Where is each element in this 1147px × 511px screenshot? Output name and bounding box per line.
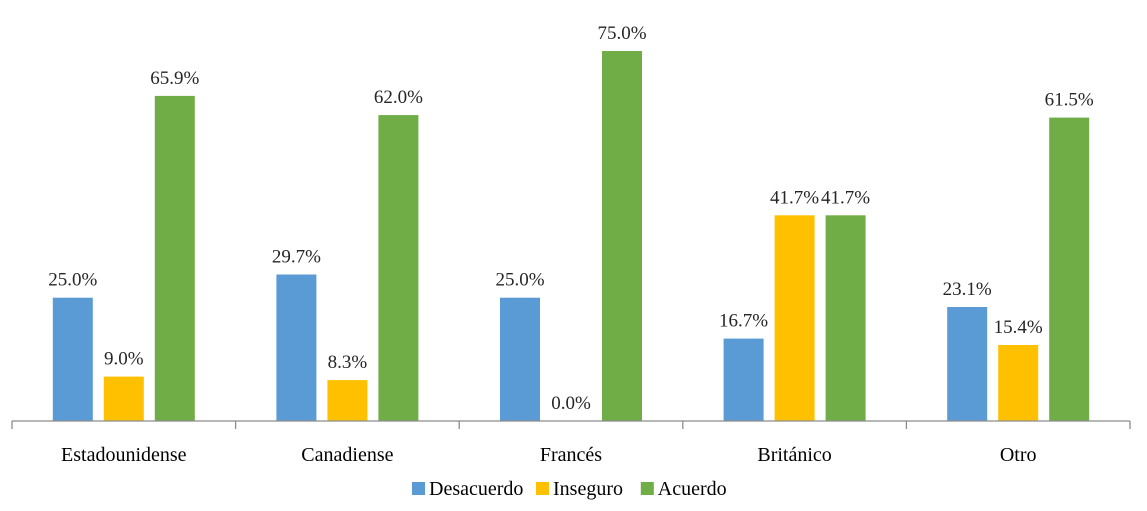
data-label-canadiense-inseguro: 8.3% <box>328 352 368 373</box>
bar-estadounidense-desacuerdo <box>52 297 93 421</box>
data-label-britanico-inseguro: 41.7% <box>770 187 819 208</box>
data-label-frances-desacuerdo: 25.0% <box>495 270 544 291</box>
data-label-otro-acuerdo: 61.5% <box>1045 90 1094 111</box>
bars-layer <box>52 51 1090 422</box>
data-label-canadiense-desacuerdo: 29.7% <box>272 247 321 268</box>
x-tick-label-canadiense: Canadiense <box>301 444 393 466</box>
data-label-britanico-acuerdo: 41.7% <box>821 187 870 208</box>
x-axis: Estadounidense Canadiense Francés Británico… <box>11 420 1131 466</box>
bar-frances-acuerdo <box>602 51 642 421</box>
bar-britanico-acuerdo <box>825 215 866 421</box>
bar-frances-desacuerdo <box>500 297 540 421</box>
legend-swatch-inseguro <box>536 482 549 495</box>
x-tick-label-otro: Otro <box>1000 444 1037 466</box>
legend-label-inseguro: Inseguro <box>553 478 623 500</box>
bar-estadounidense-inseguro <box>103 376 144 421</box>
data-label-canadiense-acuerdo: 62.0% <box>374 87 423 108</box>
bar-canadiense-desacuerdo <box>276 274 317 421</box>
legend-label-desacuerdo: Desacuerdo <box>429 478 523 500</box>
data-labels-layer: 25.0% 9.0% 65.9% 29.7% 8.3% 62.0% 25.0% 0.0% 75.… <box>48 23 1094 414</box>
x-tick-label-frances: Francés <box>540 444 602 466</box>
bar-britanico-desacuerdo <box>723 338 764 421</box>
legend-swatch-desacuerdo <box>412 482 425 495</box>
x-tick-label-estadounidense: Estadounidense <box>61 444 187 466</box>
data-label-estadounidense-desacuerdo: 25.0% <box>48 270 97 291</box>
x-tick-label-britanico: Británico <box>757 444 831 466</box>
data-label-estadounidense-inseguro: 9.0% <box>104 349 144 370</box>
data-label-frances-inseguro: 0.0% <box>551 393 591 414</box>
data-label-estadounidense-acuerdo: 65.9% <box>150 68 199 89</box>
legend-label-acuerdo: Acuerdo <box>658 478 727 500</box>
bar-estadounidense-acuerdo <box>154 95 195 422</box>
legend-swatch-acuerdo <box>640 482 654 495</box>
bar-britanico-inseguro <box>774 215 815 421</box>
legend: Desacuerdo Inseguro Acuerdo <box>412 478 727 500</box>
bar-otro-acuerdo <box>1049 117 1090 421</box>
data-label-britanico-desacuerdo: 16.7% <box>719 311 768 332</box>
data-label-frances-acuerdo: 75.0% <box>597 23 646 44</box>
bar-otro-desacuerdo <box>947 307 988 421</box>
bar-otro-inseguro <box>998 345 1039 421</box>
data-label-otro-desacuerdo: 23.1% <box>943 279 992 300</box>
data-label-otro-inseguro: 15.4% <box>994 317 1043 338</box>
bar-canadiense-acuerdo <box>378 115 419 421</box>
bar-canadiense-inseguro <box>327 380 368 421</box>
